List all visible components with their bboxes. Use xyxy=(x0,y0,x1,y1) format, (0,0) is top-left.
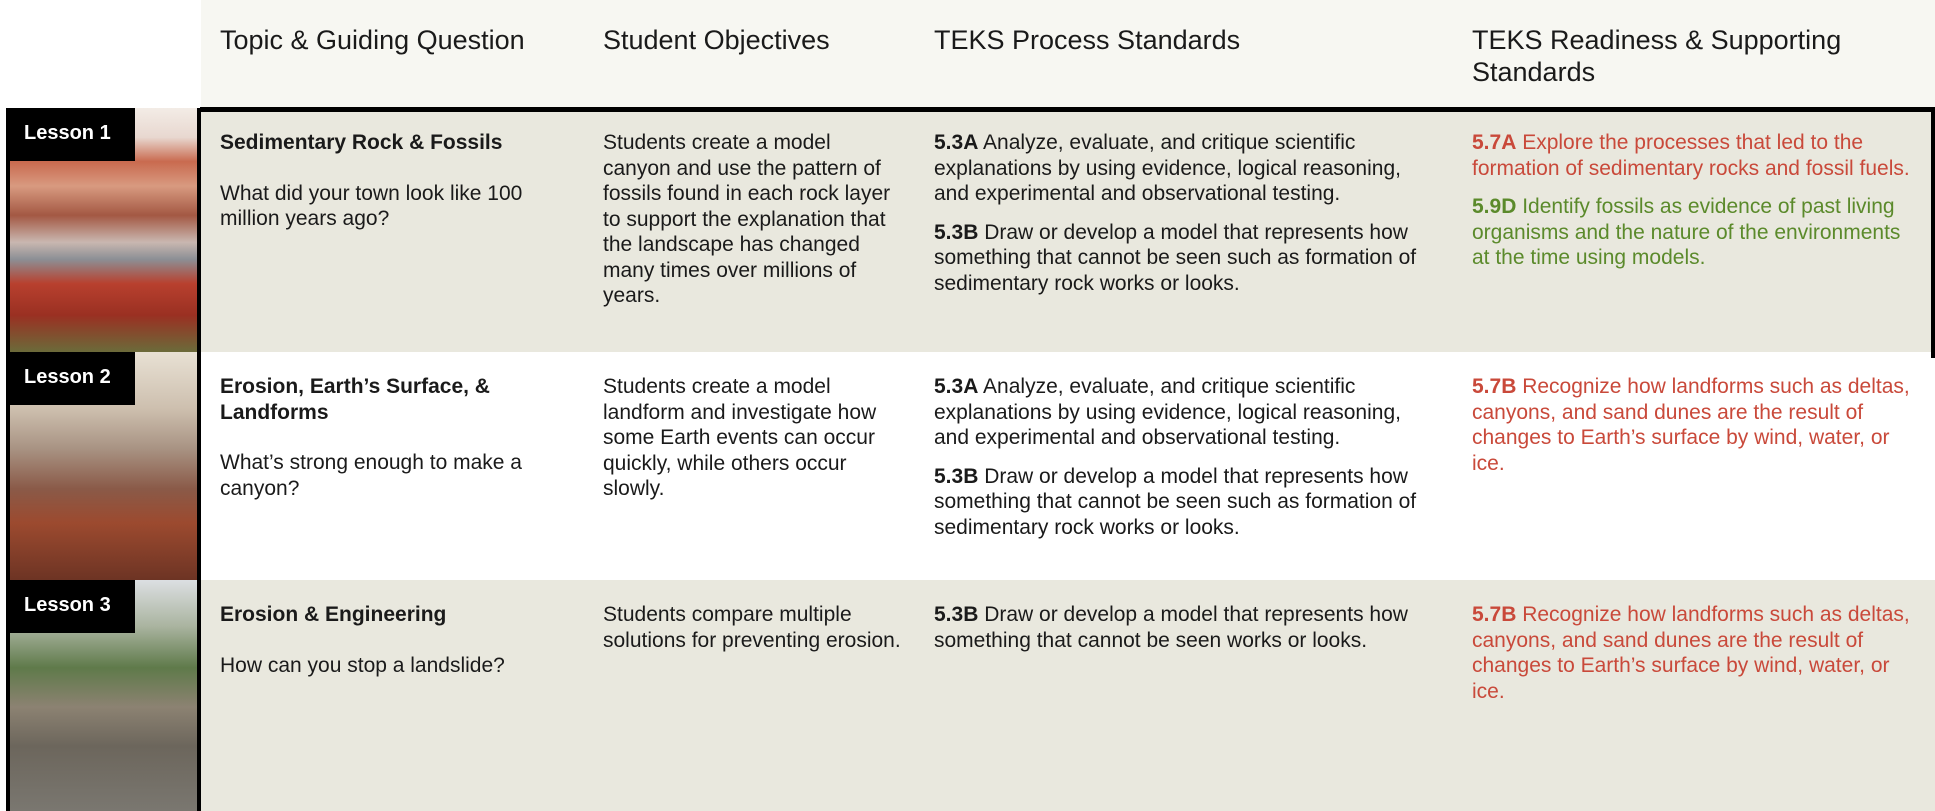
column-header: Student Objectives xyxy=(603,25,830,55)
standard-text: Recognize how landforms such as deltas, … xyxy=(1472,375,1910,475)
border xyxy=(200,107,1935,112)
standard-text: Draw or develop a model that represents … xyxy=(934,220,1417,295)
standard: 5.7B Recognize how landforms such as del… xyxy=(1472,374,1917,476)
lesson-label: Lesson 2 xyxy=(10,352,135,405)
standard-code: 5.3B xyxy=(934,603,979,626)
topic-title: Erosion, Earth’s Surface, & Landforms xyxy=(220,375,490,424)
process-standards: 5.3A Analyze, evaluate, and critique sci… xyxy=(934,130,1434,296)
objectives: Students create a model landform and inv… xyxy=(603,375,877,500)
topic-cell: Erosion & Engineering How can you stop a … xyxy=(220,602,580,678)
standard-text: Draw or develop a model that represents … xyxy=(934,464,1417,539)
guiding-question: How can you stop a landslide? xyxy=(220,653,505,677)
readiness-standards: 5.7B Recognize how landforms such as del… xyxy=(1472,602,1917,704)
readiness-standards: 5.7B Recognize how landforms such as del… xyxy=(1472,374,1917,476)
column-header: TEKS Readiness & Supporting Standards xyxy=(1472,25,1842,87)
standard-code: 5.7B xyxy=(1472,603,1517,626)
standard: 5.3B Draw or develop a model that repres… xyxy=(934,602,1434,653)
row-background xyxy=(201,580,1935,811)
lesson-label: Lesson 1 xyxy=(10,108,135,161)
topic-title: Erosion & Engineering xyxy=(220,603,447,626)
row-background xyxy=(201,108,1935,352)
standard-code: 5.7B xyxy=(1472,375,1517,398)
standard: 5.7A Explore the processes that led to t… xyxy=(1472,130,1917,181)
lesson-row: Lesson 1 Sedimentary Rock & Fossils What d… xyxy=(0,108,1935,352)
column-header: Topic & Guiding Question xyxy=(220,25,525,55)
standard: 5.3B Draw or develop a model that repres… xyxy=(934,464,1434,541)
standard: 5.3A Analyze, evaluate, and critique sci… xyxy=(934,374,1434,451)
objectives: Students compare multiple solutions for … xyxy=(603,603,901,652)
readiness-standards: 5.7A Explore the processes that led to t… xyxy=(1472,130,1917,271)
topic-title: Sedimentary Rock & Fossils xyxy=(220,131,503,154)
standard: 5.3A Analyze, evaluate, and critique sci… xyxy=(934,130,1434,207)
standard: 5.7B Recognize how landforms such as del… xyxy=(1472,602,1917,704)
border xyxy=(1931,108,1935,358)
lesson-row: Lesson 2 Erosion, Earth’s Surface, & Land… xyxy=(0,352,1935,580)
guiding-question: What’s strong enough to make a canyon? xyxy=(220,451,522,500)
column-header: TEKS Process Standards xyxy=(934,25,1241,55)
spacer xyxy=(934,451,1434,464)
lesson-row: Lesson 3 Erosion & Engineering How can you… xyxy=(0,580,1935,811)
spacer xyxy=(220,425,580,450)
standard: 5.9D Identify fossils as evidence of pas… xyxy=(1472,194,1917,271)
row-background xyxy=(201,352,1935,580)
objectives: Students create a model canyon and use t… xyxy=(603,131,891,307)
standard-code: 5.3A xyxy=(934,131,979,154)
border xyxy=(6,108,10,811)
standard-code: 5.9D xyxy=(1472,195,1517,218)
spacer xyxy=(1472,181,1917,194)
spacer xyxy=(220,628,580,653)
process-standards: 5.3A Analyze, evaluate, and critique sci… xyxy=(934,374,1434,540)
standard-text: Analyze, evaluate, and critique scientif… xyxy=(934,131,1401,205)
standard-text: Explore the processes that led to the fo… xyxy=(1472,131,1910,180)
standard-text: Draw or develop a model that represents … xyxy=(934,603,1408,652)
topic-cell: Sedimentary Rock & Fossils What did your … xyxy=(220,130,580,232)
standard-text: Identify fossils as evidence of past liv… xyxy=(1472,195,1901,269)
standard-code: 5.3B xyxy=(934,220,979,244)
standard-code: 5.3A xyxy=(934,375,979,398)
standard: 5.3B Draw or develop a model that repres… xyxy=(934,220,1434,297)
guiding-question: What did your town look like 100 million… xyxy=(220,181,523,231)
standard-code: 5.3B xyxy=(934,464,979,488)
header xyxy=(201,0,1935,108)
standard-code: 5.7A xyxy=(1472,131,1517,154)
spacer xyxy=(220,156,580,181)
lesson-label: Lesson 3 xyxy=(10,580,135,633)
process-standards: 5.3B Draw or develop a model that repres… xyxy=(934,602,1434,653)
spacer xyxy=(934,207,1434,220)
standard-text: Analyze, evaluate, and critique scientif… xyxy=(934,375,1401,449)
standard-text: Recognize how landforms such as deltas, … xyxy=(1472,603,1910,703)
topic-cell: Erosion, Earth’s Surface, & Landforms Wha… xyxy=(220,374,580,501)
